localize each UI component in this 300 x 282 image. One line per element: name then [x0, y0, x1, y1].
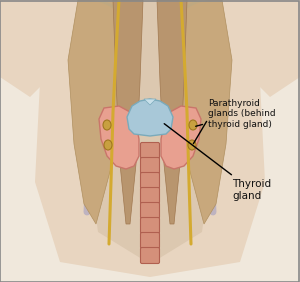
Text: Thyroid
gland: Thyroid gland [164, 124, 271, 201]
Polygon shape [78, 0, 222, 264]
Ellipse shape [188, 140, 196, 150]
Polygon shape [99, 106, 139, 169]
Polygon shape [157, 0, 187, 224]
Polygon shape [161, 106, 201, 169]
Polygon shape [138, 126, 162, 134]
FancyBboxPatch shape [140, 217, 160, 233]
Polygon shape [113, 0, 143, 224]
Polygon shape [205, 0, 300, 97]
FancyBboxPatch shape [140, 142, 160, 158]
Polygon shape [144, 99, 156, 105]
Polygon shape [0, 0, 95, 97]
Polygon shape [172, 0, 232, 224]
FancyBboxPatch shape [140, 202, 160, 219]
Ellipse shape [104, 140, 112, 150]
FancyBboxPatch shape [140, 232, 160, 248]
Text: Parathyroid
glands (behind
thyroid gland): Parathyroid glands (behind thyroid gland… [196, 99, 276, 129]
Polygon shape [35, 0, 265, 277]
Polygon shape [68, 0, 128, 224]
FancyBboxPatch shape [140, 188, 160, 204]
FancyBboxPatch shape [140, 248, 160, 263]
FancyBboxPatch shape [140, 158, 160, 173]
Ellipse shape [189, 120, 197, 130]
FancyBboxPatch shape [140, 173, 160, 188]
Polygon shape [127, 99, 173, 136]
Ellipse shape [103, 120, 111, 130]
